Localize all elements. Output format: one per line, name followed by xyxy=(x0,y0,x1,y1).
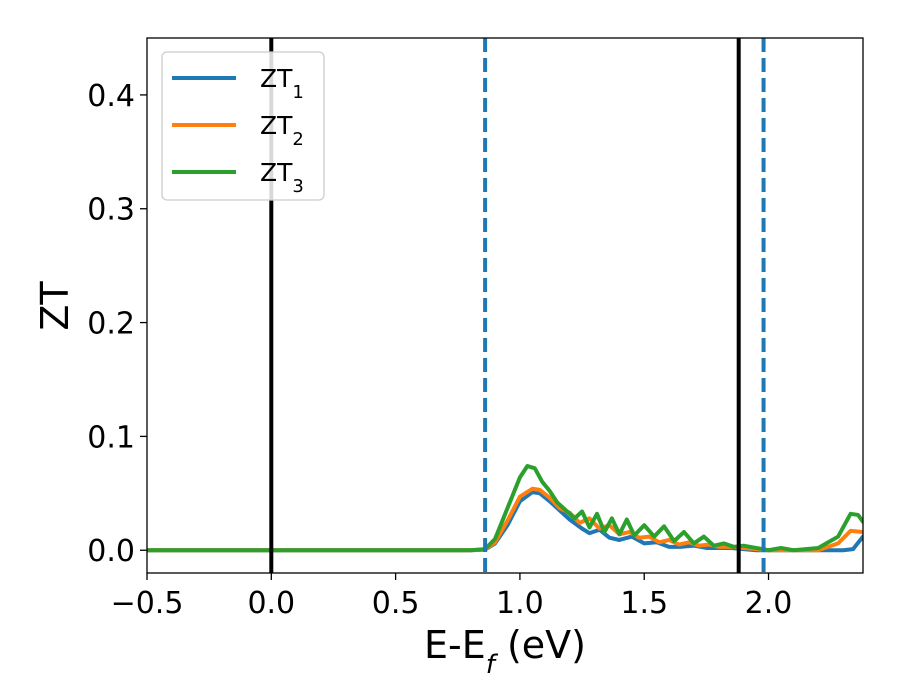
legend-label-main: ZT xyxy=(260,111,293,140)
plot-frame xyxy=(146,37,864,574)
legend-label-zt2: ZT2 xyxy=(260,111,304,150)
legend-label-subscript: 3 xyxy=(292,176,303,197)
x-axis-label-main: E-E xyxy=(424,623,486,667)
legend-label-subscript: 1 xyxy=(292,82,303,103)
x-tick-label: −0.5 xyxy=(111,586,184,621)
y-tick-label: 0.4 xyxy=(87,79,135,114)
y-tick-label: 0.0 xyxy=(87,534,135,569)
legend-label-zt3: ZT3 xyxy=(260,158,304,197)
legend-label-main: ZT xyxy=(260,158,293,187)
legend-label-zt1: ZT1 xyxy=(260,64,304,103)
legend-label-main: ZT xyxy=(260,64,293,93)
x-axis: −0.5 0.0 0.5 1.0 1.5 2.0 xyxy=(111,573,793,621)
legend-label-subscript: 2 xyxy=(292,129,303,150)
legend-box xyxy=(161,51,325,201)
x-axis-label-unit: (eV) xyxy=(495,623,586,667)
x-tick-label: 0.5 xyxy=(372,586,420,621)
y-axis: 0.0 0.1 0.2 0.3 0.4 xyxy=(87,79,147,569)
y-tick-label: 0.2 xyxy=(87,307,135,342)
series-line-zt3 xyxy=(147,464,863,553)
x-tick-label: 1.0 xyxy=(496,586,544,621)
y-tick-label: 0.1 xyxy=(87,420,135,455)
x-axis-label: E-Ef (eV) xyxy=(424,623,586,680)
y-tick-label: 0.3 xyxy=(87,193,135,228)
y-axis-label: ZT xyxy=(33,281,77,331)
x-tick-label: 0.0 xyxy=(247,586,295,621)
x-tick-label: 2.0 xyxy=(745,586,793,621)
x-tick-label: 1.5 xyxy=(620,586,668,621)
